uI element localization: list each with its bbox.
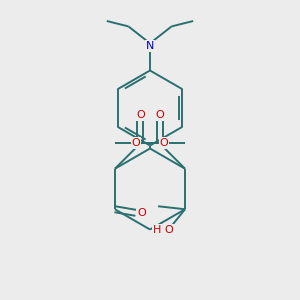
Text: O: O [160,138,168,148]
Text: O: O [137,208,146,218]
Text: O: O [164,225,173,235]
Text: O: O [132,138,140,148]
Text: H: H [153,225,161,235]
Text: O: O [136,110,145,120]
Text: N: N [146,41,154,51]
Text: O: O [155,110,164,120]
